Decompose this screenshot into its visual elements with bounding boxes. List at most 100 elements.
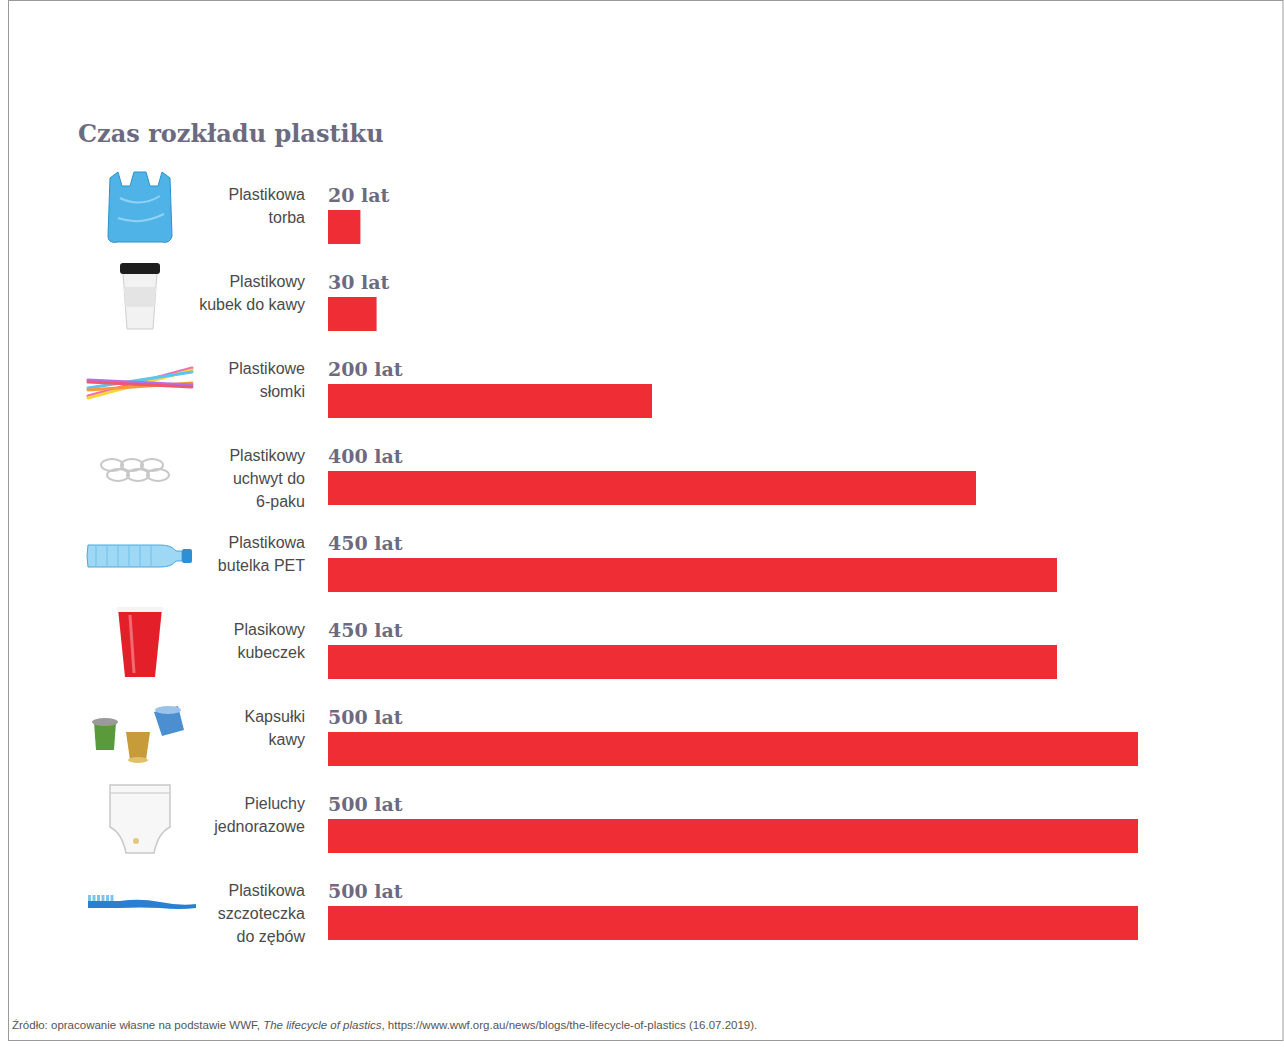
icon-band <box>110 792 170 794</box>
icon-diaper <box>110 785 170 853</box>
category-line: jednorazowe <box>213 818 305 835</box>
icon-capsule <box>154 706 184 736</box>
data-label: 500 lat <box>328 793 403 815</box>
category-line: szczoteczka <box>218 905 305 922</box>
category-line: kubek do kawy <box>199 296 305 313</box>
icon-rib <box>118 546 119 566</box>
title: Czas rozkładu plastiku <box>78 119 384 148</box>
icon-bag <box>108 172 172 242</box>
category-label: Plastikowy uchwyt do 6-paku <box>229 447 305 510</box>
icon-toothbrush <box>88 900 196 909</box>
icon-rib <box>129 546 130 566</box>
bar <box>328 732 1138 766</box>
category-line: Plastikowy <box>229 273 305 290</box>
icon-bristle <box>111 895 114 901</box>
source-part: The lifecycle of plastics <box>263 1019 381 1031</box>
icon-capsule <box>126 732 150 760</box>
category-line: Plastikowa <box>229 186 306 203</box>
data-label: 30 lat <box>328 271 390 293</box>
category-line: Plastikowe <box>229 360 306 377</box>
icon-bristle <box>97 895 100 901</box>
bar <box>328 558 1057 592</box>
icon-ring <box>147 469 169 481</box>
icon-straw <box>88 372 192 388</box>
labels: 20 lat Plastikowa torba 30 lat Plastikowy kub… <box>199 184 403 945</box>
category-label: Plastikowa szczoteczka do zębów <box>218 882 306 945</box>
category-line: słomki <box>260 383 305 400</box>
icon-spot <box>133 838 139 844</box>
icon <box>92 706 184 763</box>
icon-rib <box>96 546 97 566</box>
icon-capsule <box>94 722 116 750</box>
icon-rim <box>117 607 163 612</box>
icon-capsule-top <box>92 718 118 726</box>
data-label: 200 lat <box>328 358 403 380</box>
category-line: do zębów <box>237 928 306 945</box>
icon-bag-fold <box>118 196 164 221</box>
icon-capsule-top <box>128 757 148 763</box>
category-line: butelka PET <box>218 557 305 574</box>
icon-bristle <box>102 895 105 901</box>
icon-bristle <box>93 895 96 901</box>
category-label: Plastikowa butelka PET <box>218 534 305 574</box>
bar <box>328 645 1057 679</box>
category-label: Plastikowe słomki <box>229 360 306 400</box>
category-label: Pieluchy jednorazowe <box>213 795 305 835</box>
icon-cap <box>182 549 192 563</box>
data-label: 450 lat <box>328 619 403 641</box>
category-line: Plastikowy <box>229 447 305 464</box>
icon-lid <box>120 263 160 274</box>
bar <box>328 210 360 244</box>
category-label: Kapsułki kawy <box>245 708 305 748</box>
icon-bottle <box>87 545 182 567</box>
icon <box>87 545 192 567</box>
source-part: Źródło: opracowanie własne na podstawie … <box>12 1019 263 1031</box>
icon-bristle <box>88 895 91 901</box>
chart: Czas rozkładu plastiku 20 lat Plastikowa to… <box>0 0 1284 1047</box>
bar <box>328 471 976 505</box>
category-line: Pieluchy <box>245 795 305 812</box>
category-line: Plastikowa <box>229 882 306 899</box>
bars <box>328 210 1138 940</box>
icon <box>88 895 196 909</box>
category-label: Plasikowy kubeczek <box>234 621 306 661</box>
icon-shine <box>130 615 134 673</box>
icon-red-cup <box>118 609 162 677</box>
category-line: Kapsułki <box>245 708 305 725</box>
category-line: torba <box>269 209 306 226</box>
category-line: kubeczek <box>237 644 306 661</box>
data-label: 500 lat <box>328 706 403 728</box>
bar <box>328 819 1138 853</box>
bar <box>328 384 652 418</box>
icon <box>88 368 192 398</box>
source: Źródło: opracowanie własne na podstawie … <box>12 1019 757 1031</box>
source-part: , https://www.wwf.org.au/news/blogs/the-… <box>381 1019 757 1031</box>
icon-straw <box>88 368 192 396</box>
icon <box>101 459 169 481</box>
icon-rib <box>151 546 152 566</box>
category-line: Plasikowy <box>234 621 305 638</box>
icon-bristle <box>106 895 109 901</box>
bar <box>328 906 1138 940</box>
category-line: kawy <box>269 731 305 748</box>
icon-rib <box>107 546 108 566</box>
icon-rib <box>140 546 141 566</box>
icon <box>108 172 172 242</box>
category-label: Plastikowa torba <box>229 186 306 226</box>
icon <box>110 785 170 853</box>
data-label: 400 lat <box>328 445 403 467</box>
frame <box>9 1 1284 1041</box>
icon-cup <box>123 273 157 329</box>
data-label: 20 lat <box>328 184 390 206</box>
icon-straw <box>88 370 192 398</box>
category-line: uchwyt do <box>233 470 305 487</box>
category-line: Plastikowa <box>229 534 306 551</box>
icon <box>120 263 160 329</box>
category-line: 6-paku <box>256 493 305 510</box>
data-label: 450 lat <box>328 532 403 554</box>
icon-sleeve <box>124 287 156 307</box>
icon <box>117 607 163 677</box>
icons <box>87 172 196 909</box>
icon-straw <box>88 382 192 387</box>
icon-capsule-top <box>155 706 181 714</box>
